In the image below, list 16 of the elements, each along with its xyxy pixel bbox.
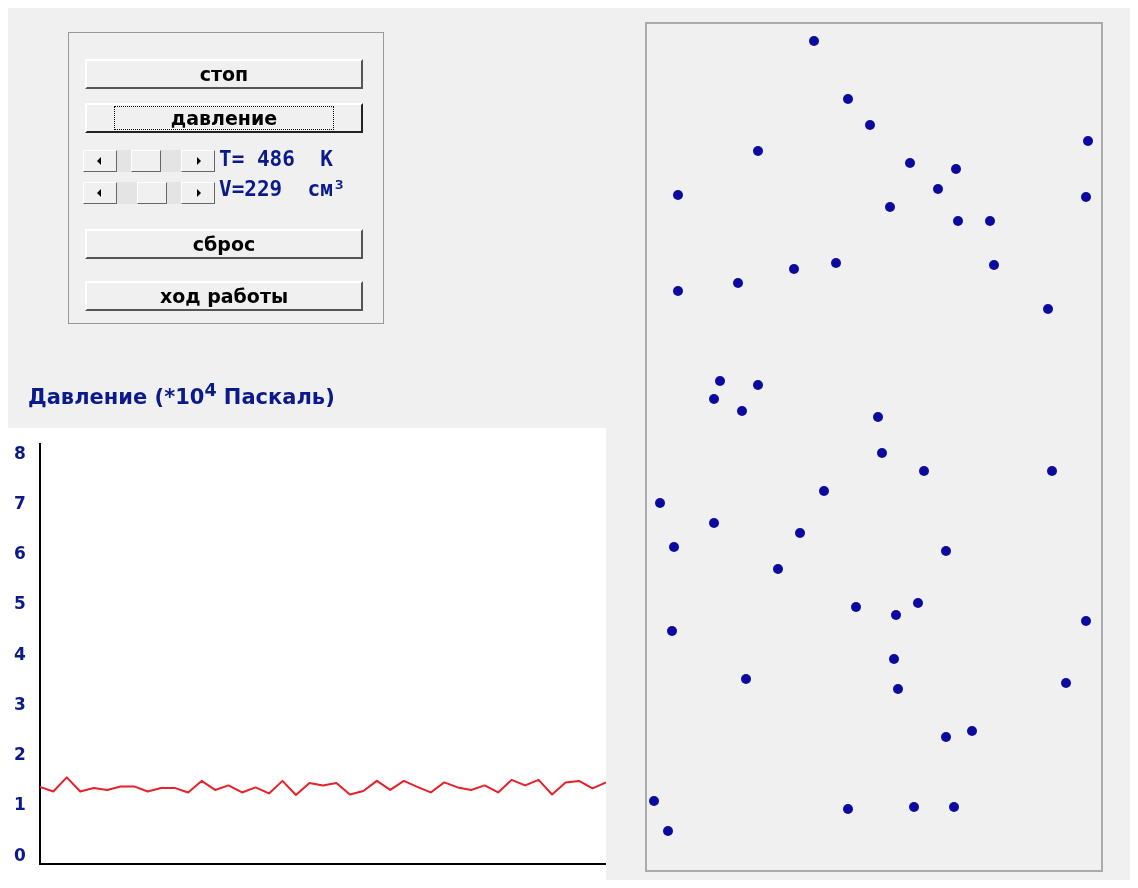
y-tick-label: 0 bbox=[13, 844, 26, 865]
text: давление bbox=[114, 107, 334, 129]
text: стоп bbox=[85, 59, 363, 89]
y-tick-label: 3 bbox=[13, 693, 26, 714]
text: V=229 см³ bbox=[219, 177, 346, 201]
y-tick-label: 8 bbox=[13, 442, 26, 463]
chart-title: Давление (*10$^{4}$ Паскаль) bbox=[28, 380, 336, 411]
text: ход работы bbox=[85, 281, 363, 311]
text: T= 486 K bbox=[219, 147, 333, 171]
y-tick-label: 2 bbox=[13, 744, 26, 765]
y-tick-label: 4 bbox=[13, 643, 26, 664]
y-tick-label: 7 bbox=[13, 492, 26, 513]
text: сброс bbox=[85, 229, 363, 259]
y-tick-label: 6 bbox=[13, 543, 26, 564]
y-tick-label: 1 bbox=[13, 794, 26, 815]
y-tick-label: 5 bbox=[13, 593, 26, 614]
